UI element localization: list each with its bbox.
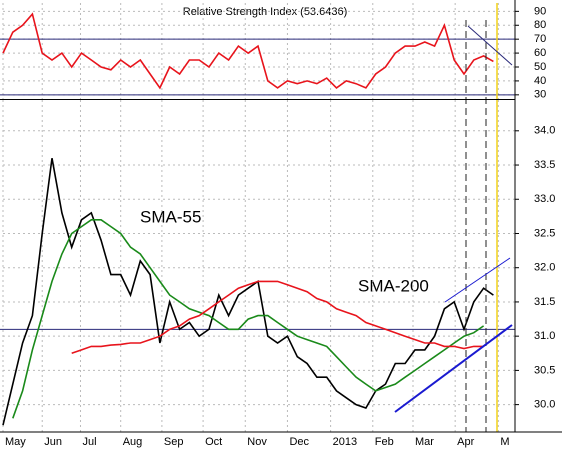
rsi-trendline — [467, 25, 513, 66]
y-tick-label: 32.0 — [534, 262, 555, 274]
rsi-title: Relative Strength Index (53.6436) — [183, 6, 348, 18]
series-line — [71, 280, 484, 355]
y-tick-label: 60 — [534, 47, 546, 59]
support-trendline — [394, 324, 513, 413]
x-tick-label: Jun — [44, 436, 62, 448]
y-tick-label: 90 — [534, 5, 546, 17]
resistance-trendline — [444, 257, 511, 303]
y-tick-label: 70 — [534, 33, 546, 45]
y-tick-label: 34.0 — [534, 125, 555, 137]
x-tick-label: Sep — [164, 436, 184, 448]
y-tick-label: 50 — [534, 61, 546, 73]
y-tick-label: 31.0 — [534, 330, 555, 342]
y-tick-label: 31.5 — [534, 296, 555, 308]
y-tick-label: 30.5 — [534, 364, 555, 376]
x-tick-label: M — [500, 436, 509, 448]
x-tick-label: Jul — [82, 436, 96, 448]
x-tick-label: 2013 — [333, 436, 357, 448]
annotations — [394, 3, 513, 432]
y-tick-label: 40 — [534, 75, 546, 87]
x-tick-label: Mar — [415, 436, 434, 448]
y-tick-label: 30 — [534, 89, 546, 101]
sma200-label: SMA-200 — [358, 276, 429, 295]
y-tick-label: 33.5 — [534, 159, 555, 171]
y-tick-label: 32.5 — [534, 227, 555, 239]
series-line — [12, 219, 485, 419]
x-tick-label: May — [5, 436, 26, 448]
y-tick-label: 80 — [534, 19, 546, 31]
x-tick-label: Aug — [123, 436, 143, 448]
series-line — [2, 12, 494, 90]
x-tick-label: Feb — [375, 436, 394, 448]
x-tick-label: Nov — [247, 436, 267, 448]
y-tick-label: 30.0 — [534, 399, 555, 411]
series-line — [2, 158, 494, 426]
x-tick-label: Oct — [205, 436, 222, 448]
y-tick-label: 33.0 — [534, 193, 555, 205]
sma55-label: SMA-55 — [140, 207, 201, 226]
x-tick-label: Apr — [457, 436, 474, 448]
x-tick-label: Dec — [289, 436, 309, 448]
